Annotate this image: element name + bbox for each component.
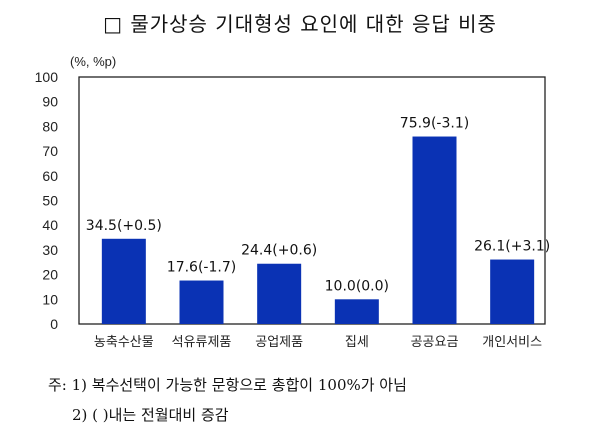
x-tick-label: 개인서비스 [482,335,542,350]
y-tick-label: 30 [42,242,58,258]
y-tick-label: 70 [42,143,58,159]
footnote-2: 2) ( )내는 전월대비 증감 [72,406,229,424]
x-tick-label: 공공요금 [411,335,459,350]
y-tick-label: 10 [42,291,58,307]
y-tick-label: 50 [42,193,58,209]
y-tick-label: 90 [42,94,58,110]
unit-label: (%, %p) [70,54,116,69]
plot-frame [78,76,546,325]
data-label: 75.9(-3.1) [400,116,469,132]
bar [490,259,535,324]
y-tick-label: 0 [50,316,58,332]
y-tick-label: 100 [35,69,59,85]
bar [257,263,302,324]
data-label: 24.4(+0.6) [241,243,317,259]
data-label: 17.6(-1.7) [167,260,236,276]
bar-chart: (%, %p) 0 10 20 30 40 50 60 70 80 90 100 34.5(+0.5) 농… [35,54,551,350]
footnote-1: 주: 1) 복수선택이 가능한 문항으로 총합이 100%가 아님 [48,376,407,394]
bar [101,238,146,324]
y-tick-label: 60 [42,168,58,184]
x-tick-label: 석유류제품 [172,335,232,350]
y-tick-label: 40 [42,217,58,233]
data-label: 34.5(+0.5) [86,218,162,234]
x-tick-label: 집세 [345,335,369,350]
x-tick-label: 농축수산물 [94,335,154,350]
data-label: 26.1(+3.1) [474,239,550,255]
y-tick-label: 80 [42,118,58,134]
chart-title: □ 물가상승 기대형성 요인에 대한 응답 비중 [103,12,497,36]
bar [334,299,379,324]
bar [412,136,457,324]
bar [179,280,224,324]
x-tick-label: 공업제품 [255,335,303,350]
y-tick-label: 20 [42,267,58,283]
data-label: 10.0(0.0) [325,278,389,294]
